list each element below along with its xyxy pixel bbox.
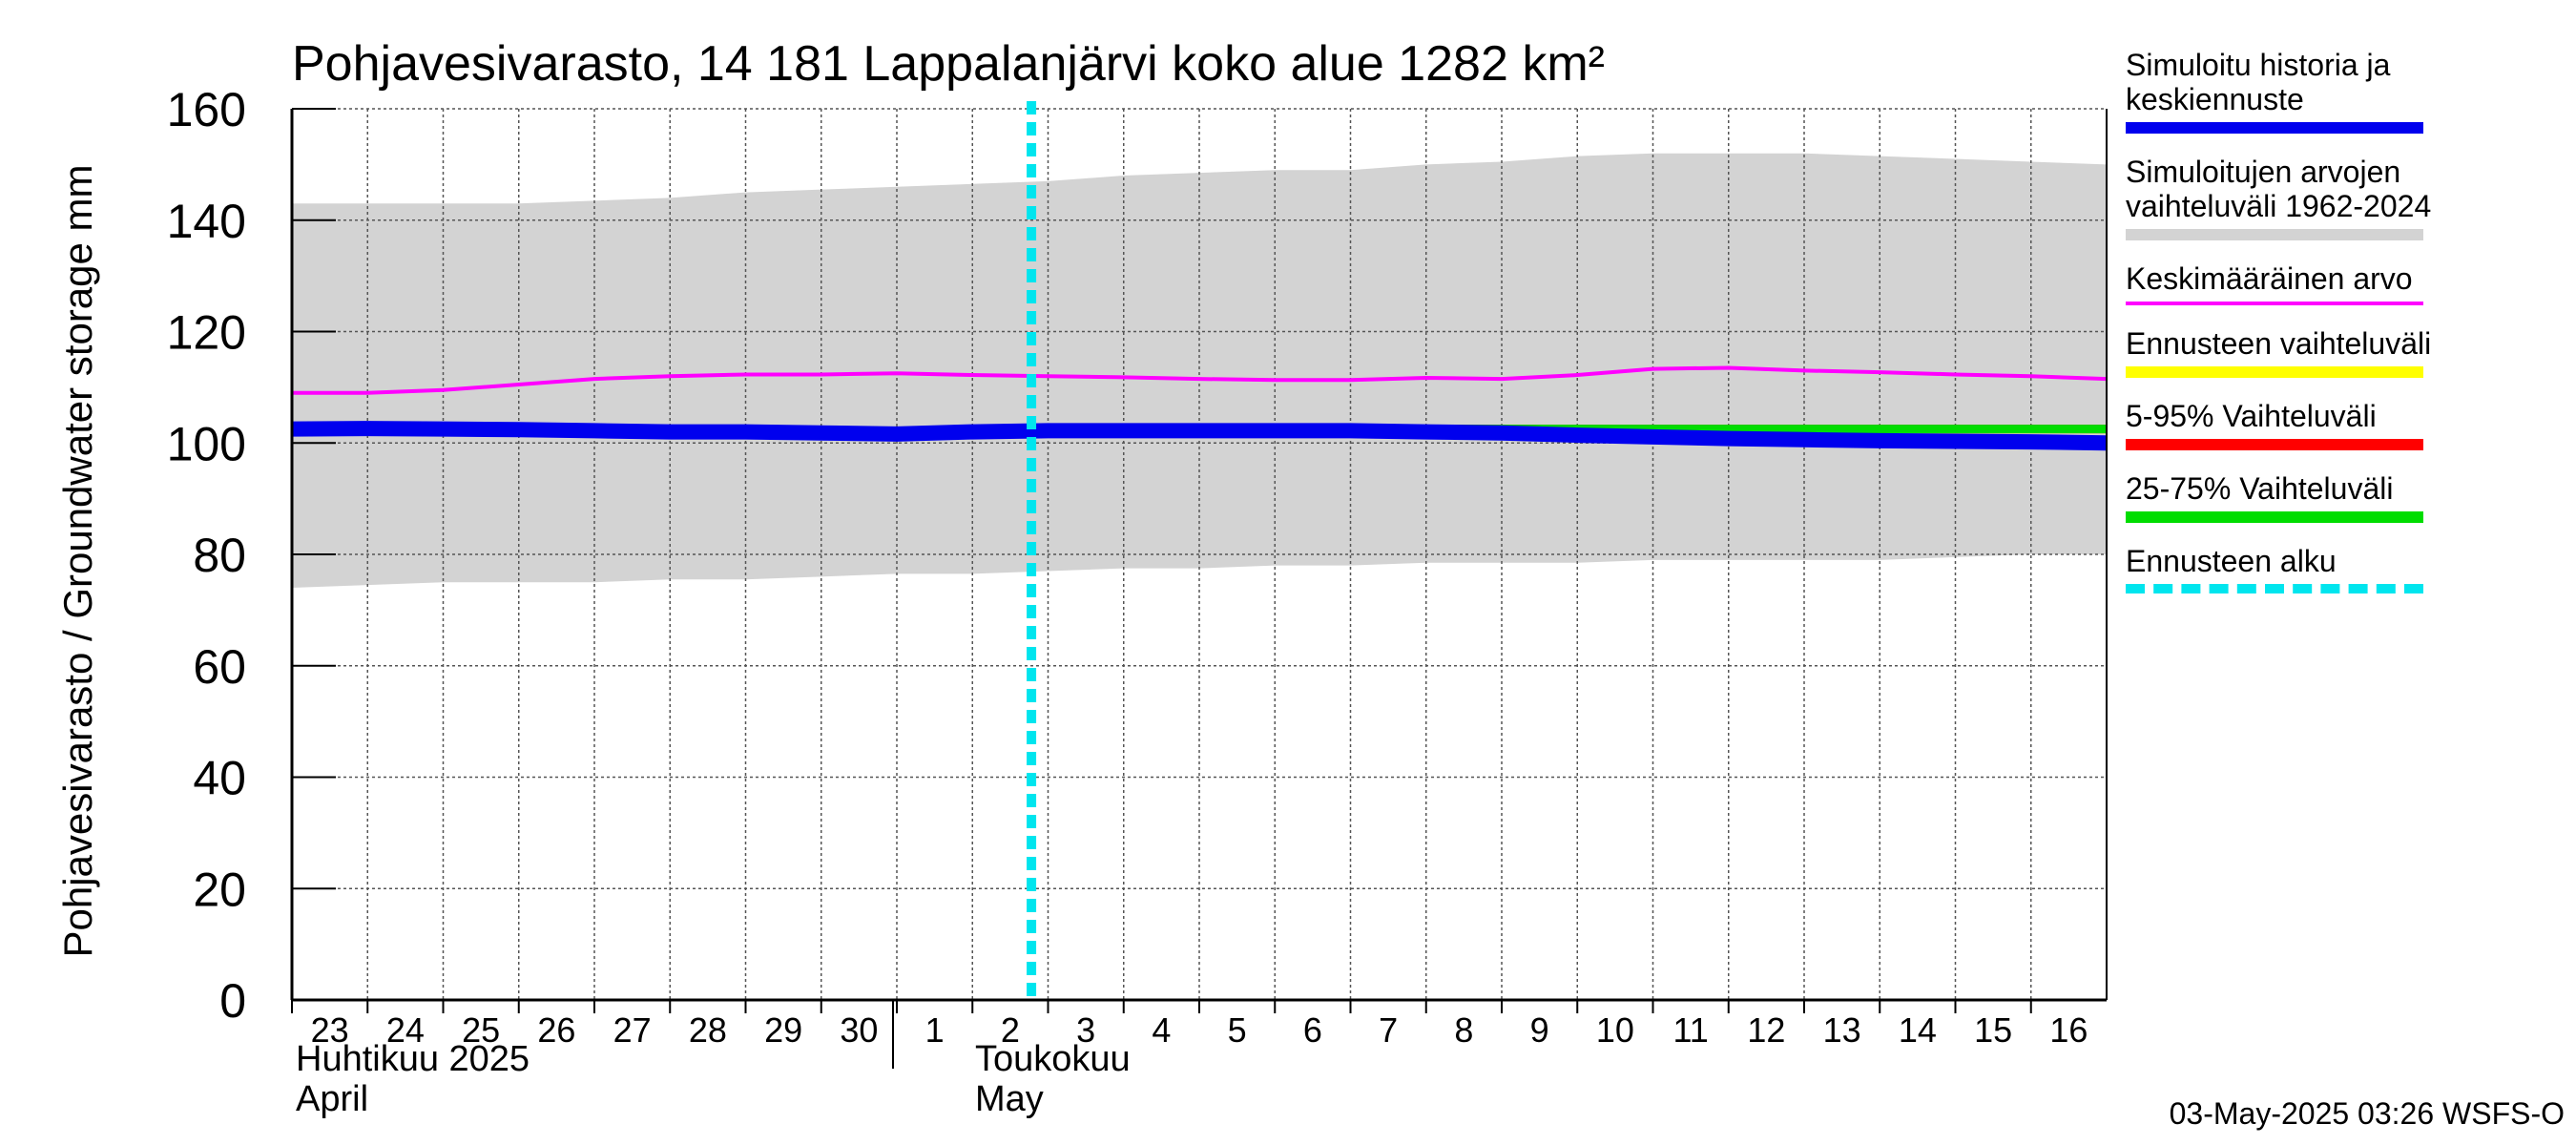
y-tick-label: 20 — [193, 863, 246, 916]
legend-swatch — [2126, 302, 2423, 305]
legend-label: Simuloitujen arvojen vaihteluväli 1962-2… — [2126, 155, 2432, 223]
y-tick-label: 40 — [193, 752, 246, 805]
legend-label: 5-95% Vaihteluväli — [2126, 399, 2377, 433]
x-tick-label: 15 — [1974, 1010, 2012, 1050]
legend-swatch — [2126, 439, 2423, 450]
legend-item: Simuloitujen arvojen vaihteluväli 1962-2… — [2126, 155, 2565, 240]
x-tick-label: 12 — [1747, 1010, 1785, 1050]
legend-item: Simuloitu historia ja keskiennuste — [2126, 48, 2565, 134]
legend-label: Ennusteen vaihteluväli — [2126, 326, 2432, 361]
legend-swatch — [2126, 366, 2423, 378]
series-line-ff00ff — [292, 365, 2108, 395]
x-tick-label: 26 — [537, 1010, 575, 1050]
legend-swatch — [2126, 122, 2423, 134]
legend-item: Ennusteen alku — [2126, 544, 2565, 593]
month-label-en: April — [296, 1079, 368, 1119]
chart-title: Pohjavesivarasto, 14 181 Lappalanjärvi k… — [292, 36, 1605, 92]
series-line-0000ee — [291, 421, 2108, 451]
legend-label: Simuloitu historia ja keskiennuste — [2126, 48, 2391, 116]
y-tick-label: 160 — [167, 83, 246, 136]
legend-item: 25-75% Vaihteluväli — [2126, 471, 2565, 523]
y-tick-label: 100 — [167, 417, 246, 470]
legend-swatch — [2126, 229, 2423, 240]
x-tick-label: 14 — [1899, 1010, 1937, 1050]
x-tick-label: 7 — [1379, 1010, 1398, 1050]
legend-item: Ennusteen vaihteluväli — [2126, 326, 2565, 378]
timestamp-footer: 03-May-2025 03:26 WSFS-O — [2169, 1096, 2565, 1131]
y-tick-label: 140 — [167, 195, 246, 248]
legend-swatch — [2126, 511, 2423, 523]
x-tick-label: 8 — [1454, 1010, 1473, 1050]
month-label-en: May — [975, 1079, 1044, 1119]
legend-item: Keskimääräinen arvo — [2126, 261, 2565, 305]
x-tick-label: 16 — [2049, 1010, 2088, 1050]
legend-label: 25-75% Vaihteluväli — [2126, 471, 2394, 506]
legend: Simuloitu historia ja keskiennuste Simulo… — [2126, 48, 2565, 614]
y-axis-label: Pohjavesivarasto / Groundwater storage m… — [55, 164, 100, 957]
x-tick-label: 4 — [1152, 1010, 1171, 1050]
legend-label: Keskimääräinen arvo — [2126, 261, 2413, 296]
x-tick-label: 27 — [613, 1010, 652, 1050]
x-tick-label: 6 — [1303, 1010, 1322, 1050]
y-tick-label: 80 — [193, 529, 246, 582]
x-tick-label: 29 — [764, 1010, 802, 1050]
x-tick-label: 9 — [1530, 1010, 1549, 1050]
variation-band — [292, 153, 2107, 589]
y-tick-label: 60 — [193, 640, 246, 694]
y-tick-label: 120 — [167, 306, 246, 360]
y-tick-label: 0 — [219, 974, 246, 1028]
x-tick-label: 23 — [311, 1010, 349, 1050]
x-tick-label: 1 — [925, 1010, 945, 1050]
x-tick-label: 30 — [840, 1010, 878, 1050]
legend-swatch — [2126, 584, 2423, 593]
month-label-fi: Huhtikuu 2025 — [296, 1039, 530, 1079]
x-tick-label: 3 — [1076, 1010, 1095, 1050]
legend-label: Ennusteen alku — [2126, 544, 2337, 578]
x-tick-label: 2 — [1001, 1010, 1020, 1050]
x-tick-label: 5 — [1228, 1010, 1247, 1050]
x-tick-label: 28 — [689, 1010, 727, 1050]
x-tick-label: 10 — [1596, 1010, 1634, 1050]
x-tick-label: 11 — [1672, 1010, 1708, 1050]
legend-item: 5-95% Vaihteluväli — [2126, 399, 2565, 450]
x-tick-label: 13 — [1823, 1010, 1861, 1050]
x-tick-label: 24 — [386, 1010, 425, 1050]
month-label-fi: Toukokuu — [975, 1039, 1131, 1079]
x-tick-label: 25 — [462, 1010, 500, 1050]
